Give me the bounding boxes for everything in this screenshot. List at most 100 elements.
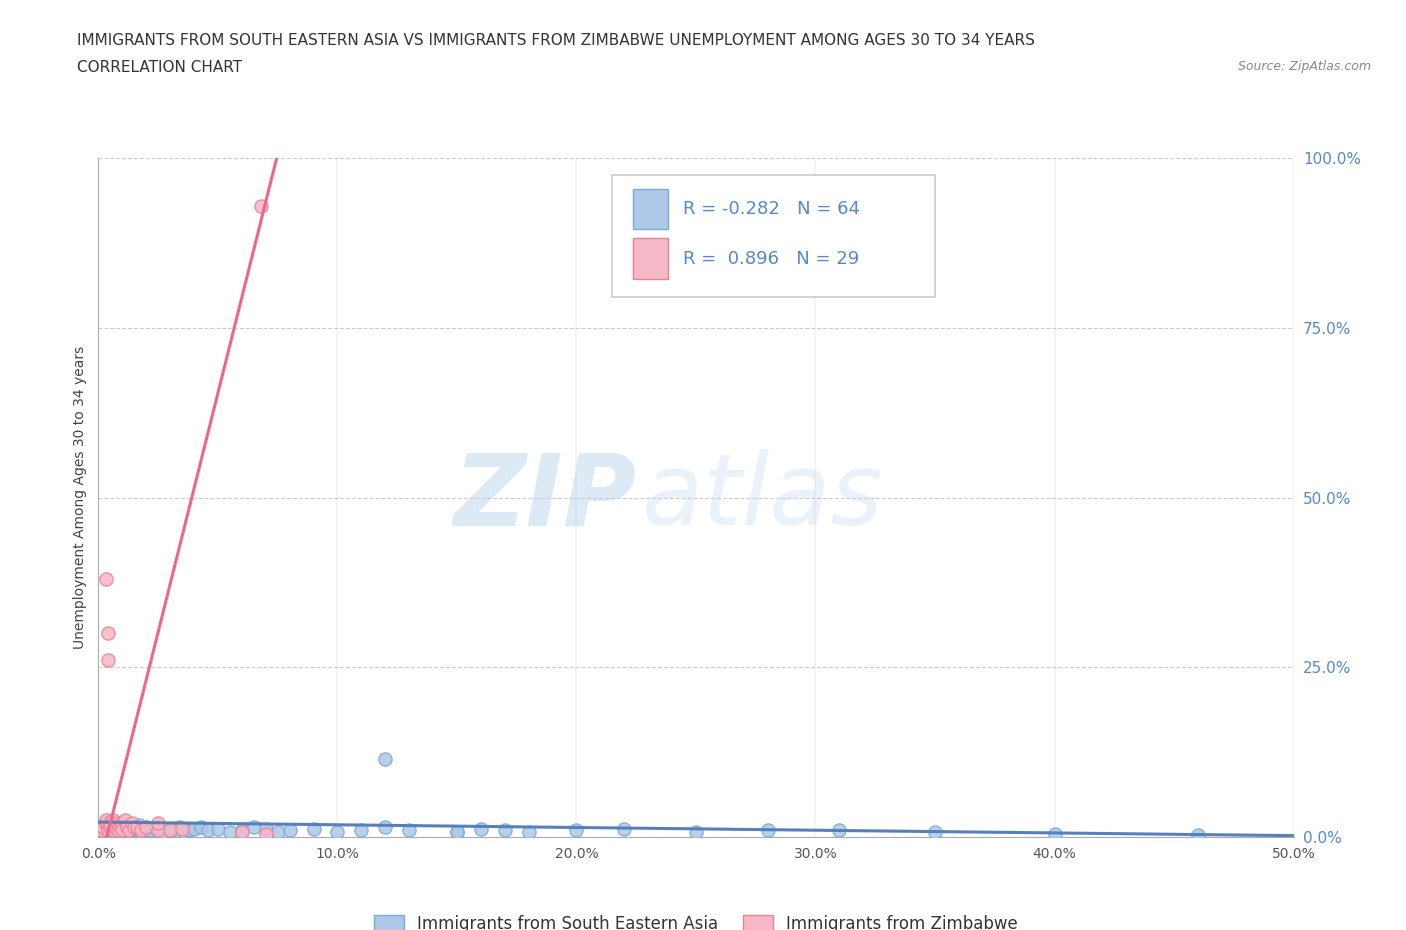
Point bbox=[135, 819, 157, 834]
Point bbox=[124, 823, 146, 838]
Point bbox=[173, 824, 195, 839]
Point bbox=[104, 821, 127, 836]
Point bbox=[302, 821, 325, 836]
Point bbox=[267, 824, 290, 839]
Point bbox=[132, 823, 155, 838]
Point bbox=[190, 819, 212, 834]
Point bbox=[98, 819, 122, 834]
Point bbox=[104, 819, 127, 834]
Point bbox=[924, 824, 946, 839]
FancyBboxPatch shape bbox=[612, 175, 935, 298]
Point bbox=[101, 823, 124, 838]
Point bbox=[374, 751, 396, 766]
Point bbox=[111, 819, 134, 834]
Point bbox=[163, 821, 186, 836]
Point bbox=[94, 572, 117, 587]
Point bbox=[350, 823, 373, 838]
Point bbox=[231, 824, 253, 839]
Point bbox=[148, 823, 170, 838]
Point bbox=[179, 823, 201, 838]
Point bbox=[446, 824, 468, 839]
Point bbox=[101, 823, 124, 838]
Point bbox=[115, 821, 138, 836]
Point bbox=[118, 823, 141, 838]
Point bbox=[756, 823, 779, 838]
Point bbox=[254, 821, 277, 836]
Point bbox=[685, 824, 707, 839]
Point bbox=[121, 819, 143, 834]
Point bbox=[169, 819, 191, 834]
Point bbox=[97, 626, 120, 641]
Point bbox=[121, 816, 143, 830]
Point bbox=[97, 817, 120, 832]
FancyBboxPatch shape bbox=[633, 189, 668, 230]
Point bbox=[494, 823, 516, 838]
Point bbox=[118, 824, 141, 839]
Point bbox=[131, 823, 153, 838]
Point bbox=[94, 823, 117, 838]
Point bbox=[124, 819, 146, 834]
Point bbox=[98, 824, 122, 839]
Point bbox=[97, 819, 120, 834]
Text: CORRELATION CHART: CORRELATION CHART bbox=[77, 60, 242, 75]
Point bbox=[101, 813, 124, 828]
Point bbox=[107, 824, 129, 839]
Point bbox=[145, 821, 167, 836]
Point bbox=[159, 823, 181, 838]
Point bbox=[98, 816, 122, 830]
Text: R =  0.896   N = 29: R = 0.896 N = 29 bbox=[683, 249, 859, 268]
Point bbox=[108, 819, 131, 834]
Point bbox=[114, 823, 136, 838]
Text: atlas: atlas bbox=[643, 449, 884, 546]
Point bbox=[107, 823, 129, 838]
Y-axis label: Unemployment Among Ages 30 to 34 years: Unemployment Among Ages 30 to 34 years bbox=[73, 346, 87, 649]
Point bbox=[97, 823, 120, 838]
Point bbox=[111, 826, 134, 841]
Point bbox=[139, 823, 162, 838]
Point bbox=[111, 816, 134, 830]
Point bbox=[94, 813, 117, 828]
Point bbox=[254, 826, 277, 841]
Point bbox=[148, 819, 170, 834]
Point bbox=[91, 819, 114, 834]
Point bbox=[828, 823, 851, 838]
Text: IMMIGRANTS FROM SOUTH EASTERN ASIA VS IMMIGRANTS FROM ZIMBABWE UNEMPLOYMENT AMON: IMMIGRANTS FROM SOUTH EASTERN ASIA VS IM… bbox=[77, 33, 1035, 47]
Point bbox=[135, 819, 157, 834]
Point bbox=[207, 821, 229, 836]
Point bbox=[517, 824, 540, 839]
Point bbox=[125, 821, 148, 836]
Point bbox=[219, 824, 242, 839]
Point bbox=[613, 821, 636, 836]
Point bbox=[115, 819, 138, 834]
Point bbox=[197, 823, 219, 838]
Point bbox=[94, 816, 117, 830]
Point bbox=[565, 823, 588, 838]
Point bbox=[446, 824, 468, 839]
Point bbox=[148, 816, 170, 830]
Text: R = -0.282   N = 64: R = -0.282 N = 64 bbox=[683, 200, 860, 218]
Point bbox=[114, 813, 136, 828]
Point bbox=[128, 817, 150, 832]
Point bbox=[108, 823, 131, 838]
Point bbox=[398, 823, 420, 838]
Point bbox=[278, 823, 301, 838]
Point bbox=[107, 816, 129, 830]
Point bbox=[90, 823, 112, 838]
Point bbox=[470, 821, 492, 836]
Point bbox=[94, 821, 117, 836]
Point bbox=[97, 653, 120, 668]
Point bbox=[172, 821, 194, 836]
Text: Source: ZipAtlas.com: Source: ZipAtlas.com bbox=[1237, 60, 1371, 73]
Point bbox=[152, 824, 174, 839]
FancyBboxPatch shape bbox=[633, 238, 668, 279]
Text: ZIP: ZIP bbox=[453, 449, 636, 546]
Point bbox=[98, 819, 122, 834]
Point bbox=[91, 824, 114, 839]
Point bbox=[1187, 828, 1209, 843]
Point bbox=[326, 824, 349, 839]
Point bbox=[111, 823, 134, 838]
Point bbox=[107, 817, 129, 832]
Point bbox=[101, 816, 124, 830]
Point bbox=[183, 821, 205, 836]
Point bbox=[159, 823, 181, 838]
